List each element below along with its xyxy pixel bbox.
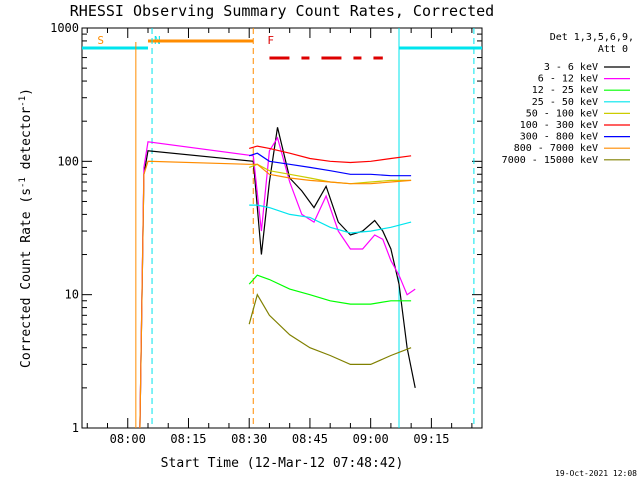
series-line bbox=[249, 145, 412, 164]
series-line bbox=[248, 163, 412, 185]
flag-label: F bbox=[267, 34, 274, 47]
legend-header-1: Det 1,3,5,6,9, bbox=[550, 32, 634, 43]
x-tick-label: 08:30 bbox=[231, 432, 267, 446]
y-axis: 1 10 100 1000 bbox=[50, 21, 482, 435]
chart-title: RHESSI Observing Summary Count Rates, Co… bbox=[70, 2, 494, 20]
x-tick-label: 09:00 bbox=[353, 432, 389, 446]
y-tick-label: 1 bbox=[72, 421, 79, 435]
legend-entry-label: 300 - 800 keV bbox=[520, 132, 598, 143]
series-line bbox=[139, 160, 412, 429]
legend-entry-label: 12 - 25 keV bbox=[532, 85, 598, 96]
series-lines bbox=[139, 127, 416, 429]
legend-entry-label: 50 - 100 keV bbox=[526, 108, 598, 119]
series-line bbox=[248, 293, 412, 365]
x-tick-label: 09:15 bbox=[413, 432, 449, 446]
y-axis-label: Corrected Count Rate (s-1 detector-1) bbox=[18, 88, 34, 368]
plot-area: 1 10 100 1000 08:00 08:15 08:30 08:45 09:00 09:1… bbox=[50, 21, 483, 446]
x-axis-label: Start Time (12-Mar-12 07:48:42) bbox=[161, 456, 404, 471]
y-tick-label: 10 bbox=[65, 288, 79, 302]
series-line bbox=[249, 204, 412, 234]
legend-entry-label: 25 - 50 keV bbox=[532, 97, 598, 108]
legend-entry-label: 3 - 6 keV bbox=[544, 62, 598, 73]
x-tick-label: 08:45 bbox=[292, 432, 328, 446]
x-tick-label: 08:00 bbox=[110, 432, 146, 446]
series-line bbox=[139, 127, 416, 429]
series-line bbox=[248, 274, 412, 305]
legend-entry-label: 7000 - 15000 keV bbox=[502, 155, 598, 166]
series-line bbox=[139, 136, 416, 429]
series-line bbox=[249, 152, 412, 177]
x-axis: 08:00 08:15 08:30 08:45 09:00 09:15 bbox=[86, 28, 473, 446]
legend-entry-label: 100 - 300 keV bbox=[520, 120, 598, 131]
y-tick-label: 1000 bbox=[50, 21, 79, 35]
legend-entry-label: 6 - 12 keV bbox=[538, 74, 598, 85]
plot-frame bbox=[81, 27, 483, 429]
flag-bars: SNF bbox=[82, 28, 482, 428]
x-tick-label: 08:15 bbox=[170, 432, 206, 446]
y-tick-label: 100 bbox=[57, 154, 79, 168]
flag-label: S bbox=[97, 34, 104, 47]
legend-entry-label: 800 - 7000 keV bbox=[514, 143, 598, 154]
legend-header-2: Att 0 bbox=[598, 44, 628, 55]
footer-date: 19-Oct-2021 12:08 bbox=[555, 469, 637, 478]
